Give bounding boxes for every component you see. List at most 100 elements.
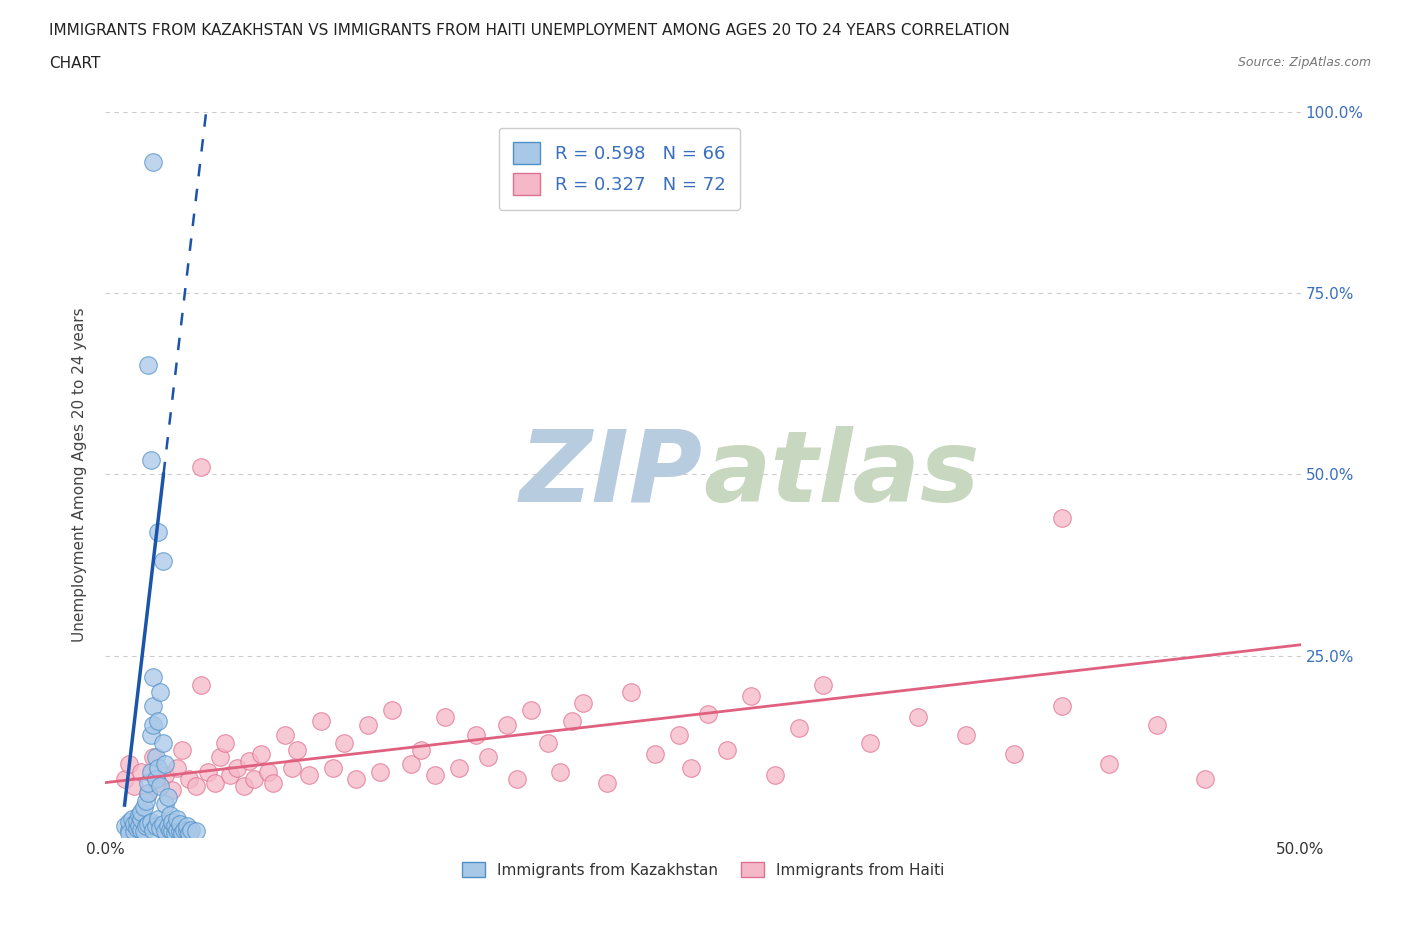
Point — [142, 699, 165, 714]
Text: Source: ZipAtlas.com: Source: ZipAtlas.com — [1237, 56, 1371, 69]
Point — [139, 452, 162, 467]
Point — [149, 684, 172, 699]
Point — [1050, 699, 1073, 714]
Point — [138, 776, 160, 790]
Point — [152, 817, 174, 831]
Point — [129, 764, 153, 779]
Point — [173, 822, 195, 837]
Point — [153, 797, 177, 812]
Point — [197, 764, 219, 779]
Point — [401, 757, 423, 772]
Point — [214, 736, 236, 751]
Point — [153, 757, 177, 772]
Point — [132, 799, 155, 814]
Point — [122, 824, 145, 839]
Point — [333, 736, 356, 751]
Point — [596, 776, 619, 790]
Point — [118, 815, 141, 830]
Point — [177, 772, 201, 787]
Point — [138, 786, 160, 801]
Point — [135, 793, 157, 808]
Point — [142, 822, 165, 837]
Point — [159, 822, 181, 837]
Point — [257, 764, 280, 779]
Point — [218, 768, 240, 783]
Point — [225, 761, 249, 776]
Text: IMMIGRANTS FROM KAZAKHSTAN VS IMMIGRANTS FROM HAITI UNEMPLOYMENT AMONG AGES 20 T: IMMIGRANTS FROM KAZAKHSTAN VS IMMIGRANTS… — [49, 23, 1010, 38]
Point — [238, 753, 260, 768]
Point — [118, 757, 141, 772]
Point — [176, 824, 198, 839]
Text: ZIP: ZIP — [520, 426, 703, 523]
Point — [548, 764, 571, 779]
Point — [176, 818, 198, 833]
Point — [162, 824, 184, 839]
Point — [166, 811, 188, 827]
Point — [281, 761, 304, 776]
Point — [409, 742, 432, 757]
Point — [180, 822, 202, 837]
Point — [1146, 717, 1168, 732]
Point — [152, 736, 174, 751]
Point — [309, 713, 332, 728]
Point — [273, 728, 295, 743]
Point — [620, 684, 643, 699]
Point — [681, 761, 703, 776]
Point — [122, 817, 145, 831]
Point — [859, 736, 882, 751]
Point — [811, 677, 834, 692]
Point — [132, 824, 155, 839]
Point — [740, 688, 762, 703]
Point — [121, 811, 143, 827]
Point — [149, 821, 172, 836]
Point — [159, 808, 181, 823]
Point — [204, 776, 226, 790]
Point — [907, 710, 929, 724]
Point — [142, 750, 165, 764]
Point — [169, 817, 191, 831]
Point — [139, 815, 162, 830]
Point — [190, 677, 212, 692]
Point — [129, 822, 153, 837]
Point — [186, 778, 208, 793]
Point — [156, 790, 179, 804]
Point — [1194, 772, 1216, 787]
Point — [169, 824, 191, 839]
Point — [170, 826, 193, 841]
Point — [139, 728, 162, 743]
Point — [763, 768, 786, 783]
Point — [128, 818, 150, 833]
Point — [346, 772, 368, 787]
Point — [118, 822, 141, 837]
Point — [146, 525, 169, 539]
Point — [464, 728, 488, 743]
Point — [149, 778, 172, 793]
Point — [142, 670, 165, 684]
Point — [357, 717, 380, 732]
Point — [1098, 757, 1121, 772]
Point — [146, 811, 169, 827]
Point — [138, 817, 160, 831]
Point — [668, 728, 690, 743]
Point — [145, 772, 167, 787]
Point — [250, 746, 273, 761]
Point — [166, 761, 188, 776]
Point — [145, 750, 167, 764]
Point — [298, 768, 321, 783]
Point — [190, 459, 212, 474]
Point — [955, 728, 977, 743]
Point — [177, 826, 201, 841]
Point — [787, 721, 810, 736]
Point — [425, 768, 447, 783]
Point — [186, 824, 208, 839]
Point — [138, 358, 160, 373]
Legend: Immigrants from Kazakhstan, Immigrants from Haiti: Immigrants from Kazakhstan, Immigrants f… — [456, 856, 950, 884]
Point — [433, 710, 456, 724]
Point — [128, 808, 150, 823]
Point — [170, 742, 193, 757]
Point — [146, 761, 169, 776]
Point — [520, 703, 543, 718]
Point — [129, 804, 153, 819]
Text: atlas: atlas — [703, 426, 980, 523]
Point — [242, 772, 264, 787]
